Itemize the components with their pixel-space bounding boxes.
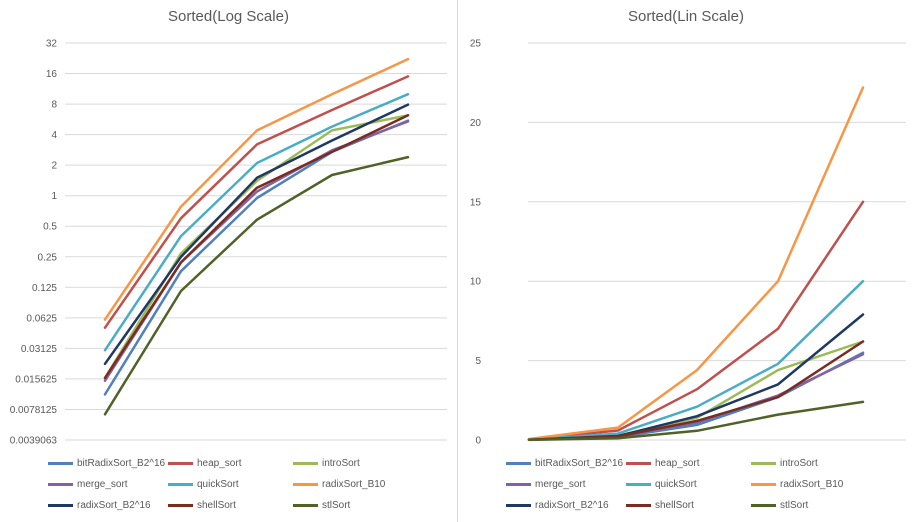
legend-swatch: [626, 461, 651, 465]
y-tick-label: 25: [470, 39, 482, 50]
legend-label: heap_sort: [197, 458, 242, 469]
series-line-heap_sort: [103, 75, 410, 329]
legend-item: bitRadixSort_B2^16: [506, 458, 623, 469]
legend-swatch: [168, 461, 193, 465]
series-line-radixSort_B2^16: [103, 103, 410, 366]
legend-item: merge_sort: [48, 479, 128, 490]
legend-swatch: [48, 503, 73, 507]
legend-swatch: [168, 482, 193, 486]
legend-swatch: [626, 482, 651, 486]
series-line-stlSort: [103, 155, 410, 416]
legend-label: quickSort: [197, 479, 239, 490]
y-tick-label: 4: [51, 130, 57, 141]
legend-label: shellSort: [655, 500, 694, 511]
series-line-introSort: [103, 114, 410, 380]
legend-label: introSort: [780, 458, 818, 469]
y-tick-label: 5: [475, 356, 481, 367]
series-line-quickSort: [103, 92, 410, 352]
legend-label: bitRadixSort_B2^16: [77, 458, 166, 469]
legend-swatch: [506, 503, 531, 507]
legend-label: heap_sort: [655, 458, 700, 469]
legend-item: quickSort: [168, 479, 239, 490]
legend-item: heap_sort: [626, 458, 699, 469]
y-tick-label: 15: [470, 197, 482, 208]
legend-swatch: [293, 461, 318, 465]
y-tick-label: 0: [475, 436, 481, 447]
legend-swatch: [48, 482, 73, 486]
series-line-radixSort_B10: [103, 57, 410, 321]
legend-swatch: [168, 503, 193, 507]
log-chart-plot: 32 16 8 4 2 1 0.5 0.25 0.125 0.0625 0.03125 0.01562…: [10, 39, 447, 447]
panel-divider: [457, 0, 458, 522]
legend-item: radixSort_B10: [293, 479, 385, 490]
legend-label: stlSort: [322, 500, 351, 511]
legend-item: bitRadixSort_B2^16: [48, 458, 165, 469]
y-tick-label: 0.0625: [26, 313, 57, 324]
series-line-heap_sort: [527, 200, 865, 441]
legend-label: radixSort_B2^16: [77, 500, 151, 511]
legend-item: stlSort: [751, 500, 808, 511]
legend-item: introSort: [751, 458, 818, 469]
y-tick-label: 0.25: [38, 252, 58, 263]
y-tick-label: 16: [46, 69, 58, 80]
legend-swatch: [751, 503, 776, 507]
series-line-quickSort: [527, 279, 865, 441]
series-line-shellSort: [103, 114, 410, 380]
legend-swatch: [293, 482, 318, 486]
legend-label: radixSort_B2^16: [535, 500, 609, 511]
y-tick-label: 0.03125: [21, 344, 58, 355]
y-tick-label: 10: [470, 277, 482, 288]
legend-item: radixSort_B2^16: [48, 500, 151, 511]
legend-item: radixSort_B10: [751, 479, 843, 490]
legend-label: radixSort_B10: [780, 479, 844, 490]
legend-swatch: [751, 482, 776, 486]
series-line-radixSort_B10: [527, 86, 865, 441]
legend-label: shellSort: [197, 500, 236, 511]
legend-item: radixSort_B2^16: [506, 500, 609, 511]
legend-label: introSort: [322, 458, 360, 469]
y-tick-label: 2: [51, 161, 57, 172]
y-tick-label: 0.015625: [15, 374, 57, 385]
legend-swatch: [48, 461, 73, 465]
legend-item: shellSort: [168, 500, 236, 511]
lin-chart-panel: Sorted(Lin Scale) 25 20 15 10 5 0 bitRadixSor…: [458, 0, 914, 522]
lin-chart-plot: 25 20 15 10 5 0: [470, 39, 906, 447]
legend-swatch: [293, 503, 318, 507]
y-tick-label: 20: [470, 118, 482, 129]
legend-label: bitRadixSort_B2^16: [535, 458, 624, 469]
series-line-bitRadixSort_B2^16: [527, 351, 865, 442]
legend-item: introSort: [293, 458, 360, 469]
legend-label: quickSort: [655, 479, 697, 490]
series-line-stlSort: [527, 400, 865, 442]
y-tick-label: 8: [51, 100, 57, 111]
legend-swatch: [626, 503, 651, 507]
log-chart-title: Sorted(Log Scale): [168, 8, 289, 25]
legend-item: stlSort: [293, 500, 350, 511]
y-tick-label: 0.5: [43, 222, 57, 233]
legend-label: radixSort_B10: [322, 479, 386, 490]
y-tick-label: 1: [51, 191, 57, 202]
series-line-bitRadixSort_B2^16: [103, 119, 410, 396]
legend-item: merge_sort: [506, 479, 586, 490]
legend-swatch: [506, 461, 531, 465]
legend-swatch: [506, 482, 531, 486]
lin-chart-title: Sorted(Lin Scale): [628, 8, 744, 25]
legend-item: quickSort: [626, 479, 697, 490]
legend-label: merge_sort: [77, 479, 128, 490]
legend-item: shellSort: [626, 500, 694, 511]
y-tick-label: 32: [46, 39, 58, 50]
log-chart-panel: Sorted(Log Scale) 32 16 8 4 2 1 0.5 0.25 0.125 0.…: [9, 8, 447, 511]
y-tick-label: 0.0039063: [10, 436, 58, 447]
legend-label: merge_sort: [535, 479, 586, 490]
y-tick-label: 0.125: [32, 283, 57, 294]
y-tick-label: 0.0078125: [10, 405, 58, 416]
legend-label: stlSort: [780, 500, 809, 511]
legend-item: heap_sort: [168, 458, 241, 469]
legend-swatch: [751, 461, 776, 465]
series-line-merge_sort: [527, 352, 865, 442]
